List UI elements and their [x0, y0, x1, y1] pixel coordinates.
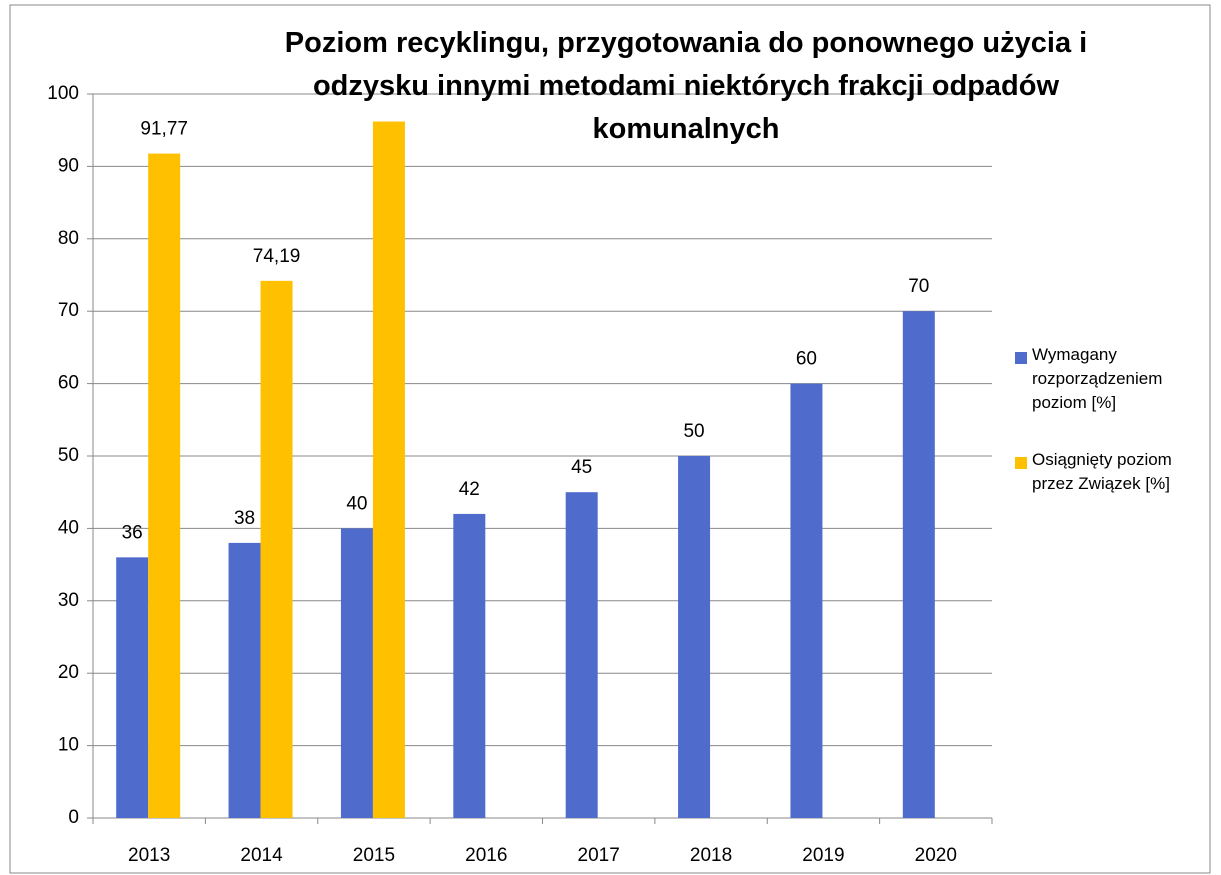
chart-title: Poziom recyklingu, przygotowania do pono… [284, 27, 1088, 145]
y-tick-label: 0 [68, 807, 79, 828]
x-tick-label: 2014 [240, 845, 283, 866]
x-tick-label: 2019 [802, 845, 844, 866]
x-tick-label: 2016 [465, 845, 507, 866]
y-tick-label: 100 [47, 83, 79, 104]
y-tick-label: 70 [58, 300, 79, 321]
bar [228, 542, 261, 818]
y-tick-label: 60 [58, 373, 79, 394]
x-tick-label: 2018 [690, 845, 732, 866]
chart-frame [9, 4, 1211, 874]
bar [148, 153, 181, 818]
y-tick-label: 90 [58, 155, 79, 176]
legend-swatch [1015, 457, 1027, 469]
data-label: 60 [796, 349, 817, 370]
data-label: 50 [683, 421, 704, 442]
data-label: 42 [459, 479, 480, 500]
bar [453, 513, 486, 818]
legend-label: Wymagany rozporządzeniem poziom [%] [1032, 345, 1163, 412]
bar [678, 456, 711, 818]
x-tick-label: 2013 [128, 845, 170, 866]
data-label: 91,77 [140, 119, 188, 140]
bar [565, 492, 598, 818]
data-label: 38 [234, 508, 255, 529]
x-tick-label: 2015 [353, 845, 395, 866]
data-label: 36 [122, 522, 143, 543]
bar [790, 383, 823, 818]
bar [116, 557, 149, 818]
bar [902, 311, 935, 818]
data-label: 70 [908, 276, 929, 297]
legend-swatch [1015, 352, 1027, 364]
x-tick-label: 2020 [915, 845, 957, 866]
y-tick-label: 10 [58, 735, 79, 756]
x-tick-label: 2017 [578, 845, 620, 866]
y-tick-label: 40 [58, 517, 79, 538]
bar [340, 528, 373, 818]
data-label: 74,19 [253, 246, 301, 267]
y-tick-label: 20 [58, 662, 79, 683]
data-label: 40 [346, 493, 367, 514]
y-tick-label: 50 [58, 445, 79, 466]
bar [372, 121, 405, 818]
y-tick-label: 30 [58, 590, 79, 611]
data-label: 45 [571, 457, 592, 478]
legend-label: Osiągnięty poziom przez Związek [%] [1032, 450, 1172, 493]
bar [260, 280, 293, 819]
y-tick-label: 80 [58, 228, 79, 249]
